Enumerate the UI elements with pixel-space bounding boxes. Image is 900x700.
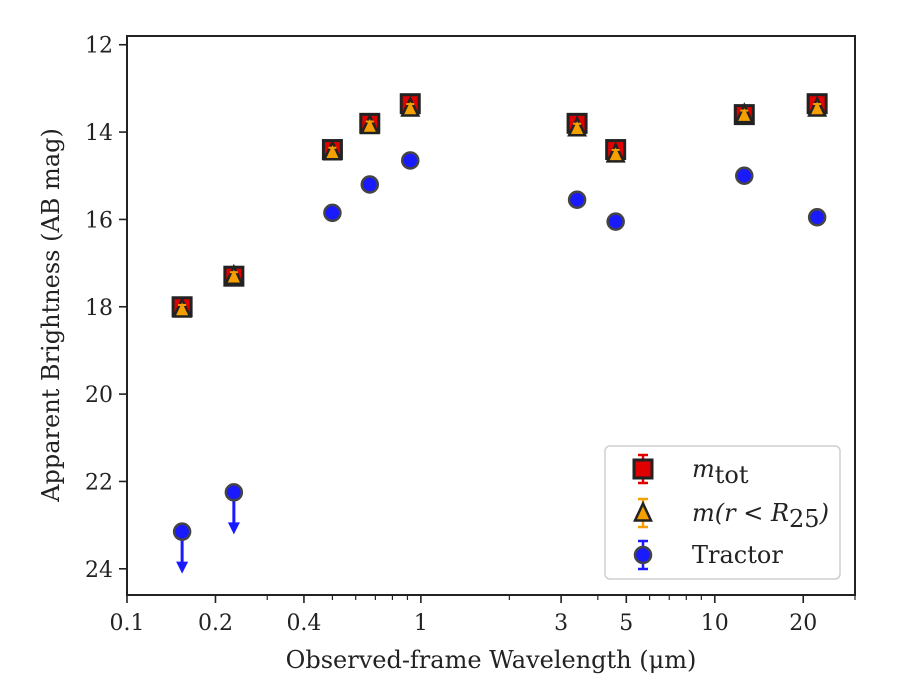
- x-tick-label: 3: [554, 611, 568, 636]
- x-tick-label: 5: [619, 611, 633, 636]
- legend-marker-mr25: [633, 500, 653, 522]
- x-tick-label: 1: [414, 611, 428, 636]
- series-mtot: [171, 93, 828, 318]
- x-axis-title: Observed-frame Wavelength (μm): [286, 646, 697, 674]
- y-tick-label: 20: [85, 383, 113, 408]
- y-tick-label: 24: [85, 558, 113, 583]
- upper-limit-arrowhead: [227, 522, 240, 535]
- data-point-tractor: [224, 483, 244, 502]
- upper-limit-arrowhead: [176, 561, 189, 574]
- x-tick-label: 0.1: [110, 611, 145, 636]
- plot-frame: [126, 35, 856, 596]
- x-tick-label: 10: [701, 611, 729, 636]
- data-point-tractor: [172, 522, 192, 541]
- y-axis: 12 14 16 18 20 22 24: [85, 34, 127, 583]
- y-tick-label: 14: [85, 121, 113, 146]
- y-tick-label: 18: [85, 296, 113, 321]
- x-tick-label: 0.4: [286, 611, 321, 636]
- y-axis-title: Apparent Brightness (AB mag): [37, 128, 65, 503]
- y-tick-label: 16: [85, 208, 113, 233]
- legend-box: [604, 445, 841, 580]
- legend-label-tractor: Tractor: [692, 541, 783, 569]
- x-tick-label: 20: [789, 611, 817, 636]
- legend: mtot m(r < R25) Tractor: [604, 445, 841, 580]
- legend-label-mtot: mtot: [692, 455, 749, 489]
- y-tick-label: 12: [85, 34, 113, 59]
- x-axis: 0.1 0.2 0.4 1 3 5 10 20: [110, 595, 856, 636]
- series-tractor: [172, 151, 827, 574]
- y-tick-label: 22: [85, 470, 113, 495]
- x-tick-label: 0.2: [198, 611, 233, 636]
- series-mr25: [172, 95, 828, 318]
- legend-label-mr25: m(r < R25): [692, 499, 829, 533]
- chart-marks: [171, 93, 828, 574]
- legend-marker-mtot: [632, 458, 654, 480]
- legend-marker-tractor: [633, 545, 653, 565]
